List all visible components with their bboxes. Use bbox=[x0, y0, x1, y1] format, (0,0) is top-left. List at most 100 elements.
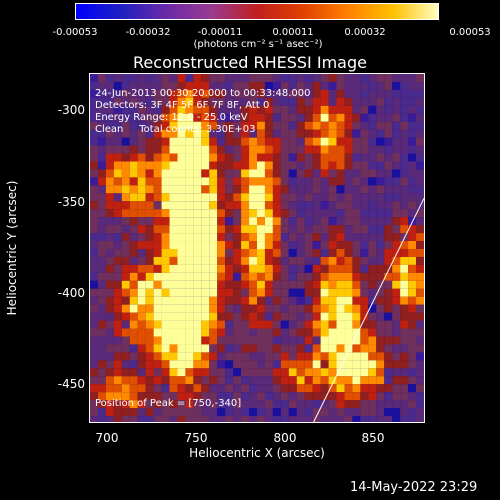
heatmap-cell bbox=[201, 312, 210, 321]
heatmap-cell bbox=[296, 336, 305, 345]
heatmap-cell bbox=[272, 280, 281, 289]
x-tick-label: 700 bbox=[95, 431, 119, 445]
heatmap-cell bbox=[264, 105, 273, 114]
heatmap-cell bbox=[209, 241, 218, 249]
heatmap-cell bbox=[201, 360, 210, 369]
heatmap-cell bbox=[360, 137, 369, 146]
heatmap-cell bbox=[320, 129, 329, 138]
heatmap-cell bbox=[121, 153, 130, 162]
heatmap-cell bbox=[185, 288, 194, 297]
heatmap-cell bbox=[328, 121, 337, 130]
heatmap-cell bbox=[352, 89, 361, 98]
heatmap-cell bbox=[217, 272, 226, 281]
heatmap-cell bbox=[97, 352, 106, 361]
heatmap-cell bbox=[201, 169, 210, 178]
heatmap-cell bbox=[145, 312, 154, 321]
heatmap-cell bbox=[296, 121, 305, 130]
heatmap-cell bbox=[408, 256, 417, 265]
x-tick-label: 850 bbox=[361, 431, 385, 445]
heatmap-cell bbox=[217, 217, 226, 226]
heatmap-cell bbox=[312, 161, 321, 170]
heatmap-cell bbox=[376, 384, 385, 393]
heatmap-cell bbox=[169, 193, 178, 202]
heatmap-cell bbox=[264, 225, 273, 234]
heatmap-cell bbox=[352, 368, 361, 377]
heatmap-cell bbox=[400, 336, 409, 345]
heatmap-cell bbox=[257, 201, 265, 210]
heatmap-cell bbox=[169, 225, 178, 234]
heatmap-cell bbox=[264, 304, 273, 313]
heatmap-cell bbox=[249, 416, 257, 422]
heatmap-cell bbox=[129, 233, 138, 242]
heatmap-cell bbox=[264, 209, 273, 218]
heatmap-cell bbox=[368, 392, 377, 401]
heatmap-cell bbox=[97, 129, 106, 138]
heatmap-cell bbox=[344, 304, 353, 313]
heatmap-cell bbox=[416, 360, 424, 369]
heatmap-cell bbox=[90, 408, 98, 417]
heatmap-cell bbox=[137, 177, 146, 186]
heatmap-cell bbox=[304, 153, 313, 162]
heatmap-cell bbox=[368, 344, 377, 353]
heatmap-cell bbox=[296, 105, 305, 114]
heatmap-cell bbox=[113, 177, 122, 186]
heatmap-cell bbox=[249, 105, 257, 114]
heatmap-cell bbox=[121, 161, 130, 170]
heatmap-cell bbox=[169, 145, 178, 154]
heatmap-cell bbox=[352, 280, 361, 289]
heatmap-cell bbox=[105, 320, 114, 329]
heatmap-cell bbox=[257, 113, 265, 122]
heatmap-cell bbox=[264, 272, 273, 281]
heatmap-cell bbox=[257, 161, 265, 170]
heatmap-cell bbox=[249, 408, 257, 417]
heatmap-cell bbox=[312, 201, 321, 210]
heatmap-cell bbox=[241, 137, 250, 146]
heatmap-cell bbox=[201, 145, 210, 154]
heatmap-cell bbox=[185, 193, 194, 202]
x-tick-label: 750 bbox=[184, 431, 208, 445]
heatmap-cell bbox=[368, 376, 377, 385]
heatmap-cell bbox=[233, 217, 242, 226]
heatmap-cell bbox=[368, 193, 377, 202]
heatmap-cell bbox=[177, 113, 186, 122]
heatmap-cell bbox=[368, 201, 377, 210]
heatmap-cell bbox=[161, 137, 170, 146]
heatmap-cell bbox=[376, 137, 385, 146]
heatmap-cell bbox=[312, 352, 321, 361]
heatmap-cell bbox=[368, 209, 377, 218]
heatmap-cell bbox=[249, 376, 257, 385]
heatmap-cell bbox=[344, 89, 353, 98]
heatmap-cell bbox=[113, 201, 122, 210]
heatmap-cell bbox=[328, 368, 337, 377]
heatmap-cell bbox=[121, 233, 130, 242]
heatmap-cell bbox=[376, 352, 385, 361]
heatmap-cell bbox=[408, 97, 417, 106]
heatmap-cell bbox=[360, 408, 369, 417]
heatmap-cell bbox=[105, 408, 114, 417]
heatmap-cell bbox=[225, 352, 234, 361]
heatmap-cell bbox=[400, 81, 409, 90]
heatmap-cell bbox=[352, 376, 361, 385]
heatmap-cell bbox=[392, 169, 401, 178]
heatmap-cell bbox=[408, 193, 417, 202]
heatmap-cell bbox=[217, 113, 226, 122]
heatmap-cell bbox=[185, 408, 194, 417]
heatmap-cell bbox=[90, 169, 98, 178]
heatmap-cell bbox=[408, 376, 417, 385]
heatmap-cell bbox=[384, 360, 393, 369]
heatmap-cell bbox=[272, 153, 281, 162]
heatmap-cell bbox=[185, 272, 194, 281]
heatmap-cell bbox=[344, 241, 353, 249]
heatmap-cell bbox=[177, 177, 186, 186]
heatmap-cell bbox=[241, 392, 250, 401]
heatmap-cell bbox=[400, 296, 409, 305]
heatmap-cell bbox=[296, 153, 305, 162]
heatmap-cell bbox=[368, 185, 377, 194]
heatmap-cell bbox=[185, 328, 194, 337]
heatmap-cell bbox=[288, 280, 297, 289]
heatmap-cell bbox=[296, 344, 305, 353]
heatmap-cell bbox=[225, 344, 234, 353]
heatmap-cell bbox=[304, 264, 313, 273]
heatmap-cell bbox=[169, 161, 178, 170]
heatmap-cell bbox=[233, 225, 242, 234]
